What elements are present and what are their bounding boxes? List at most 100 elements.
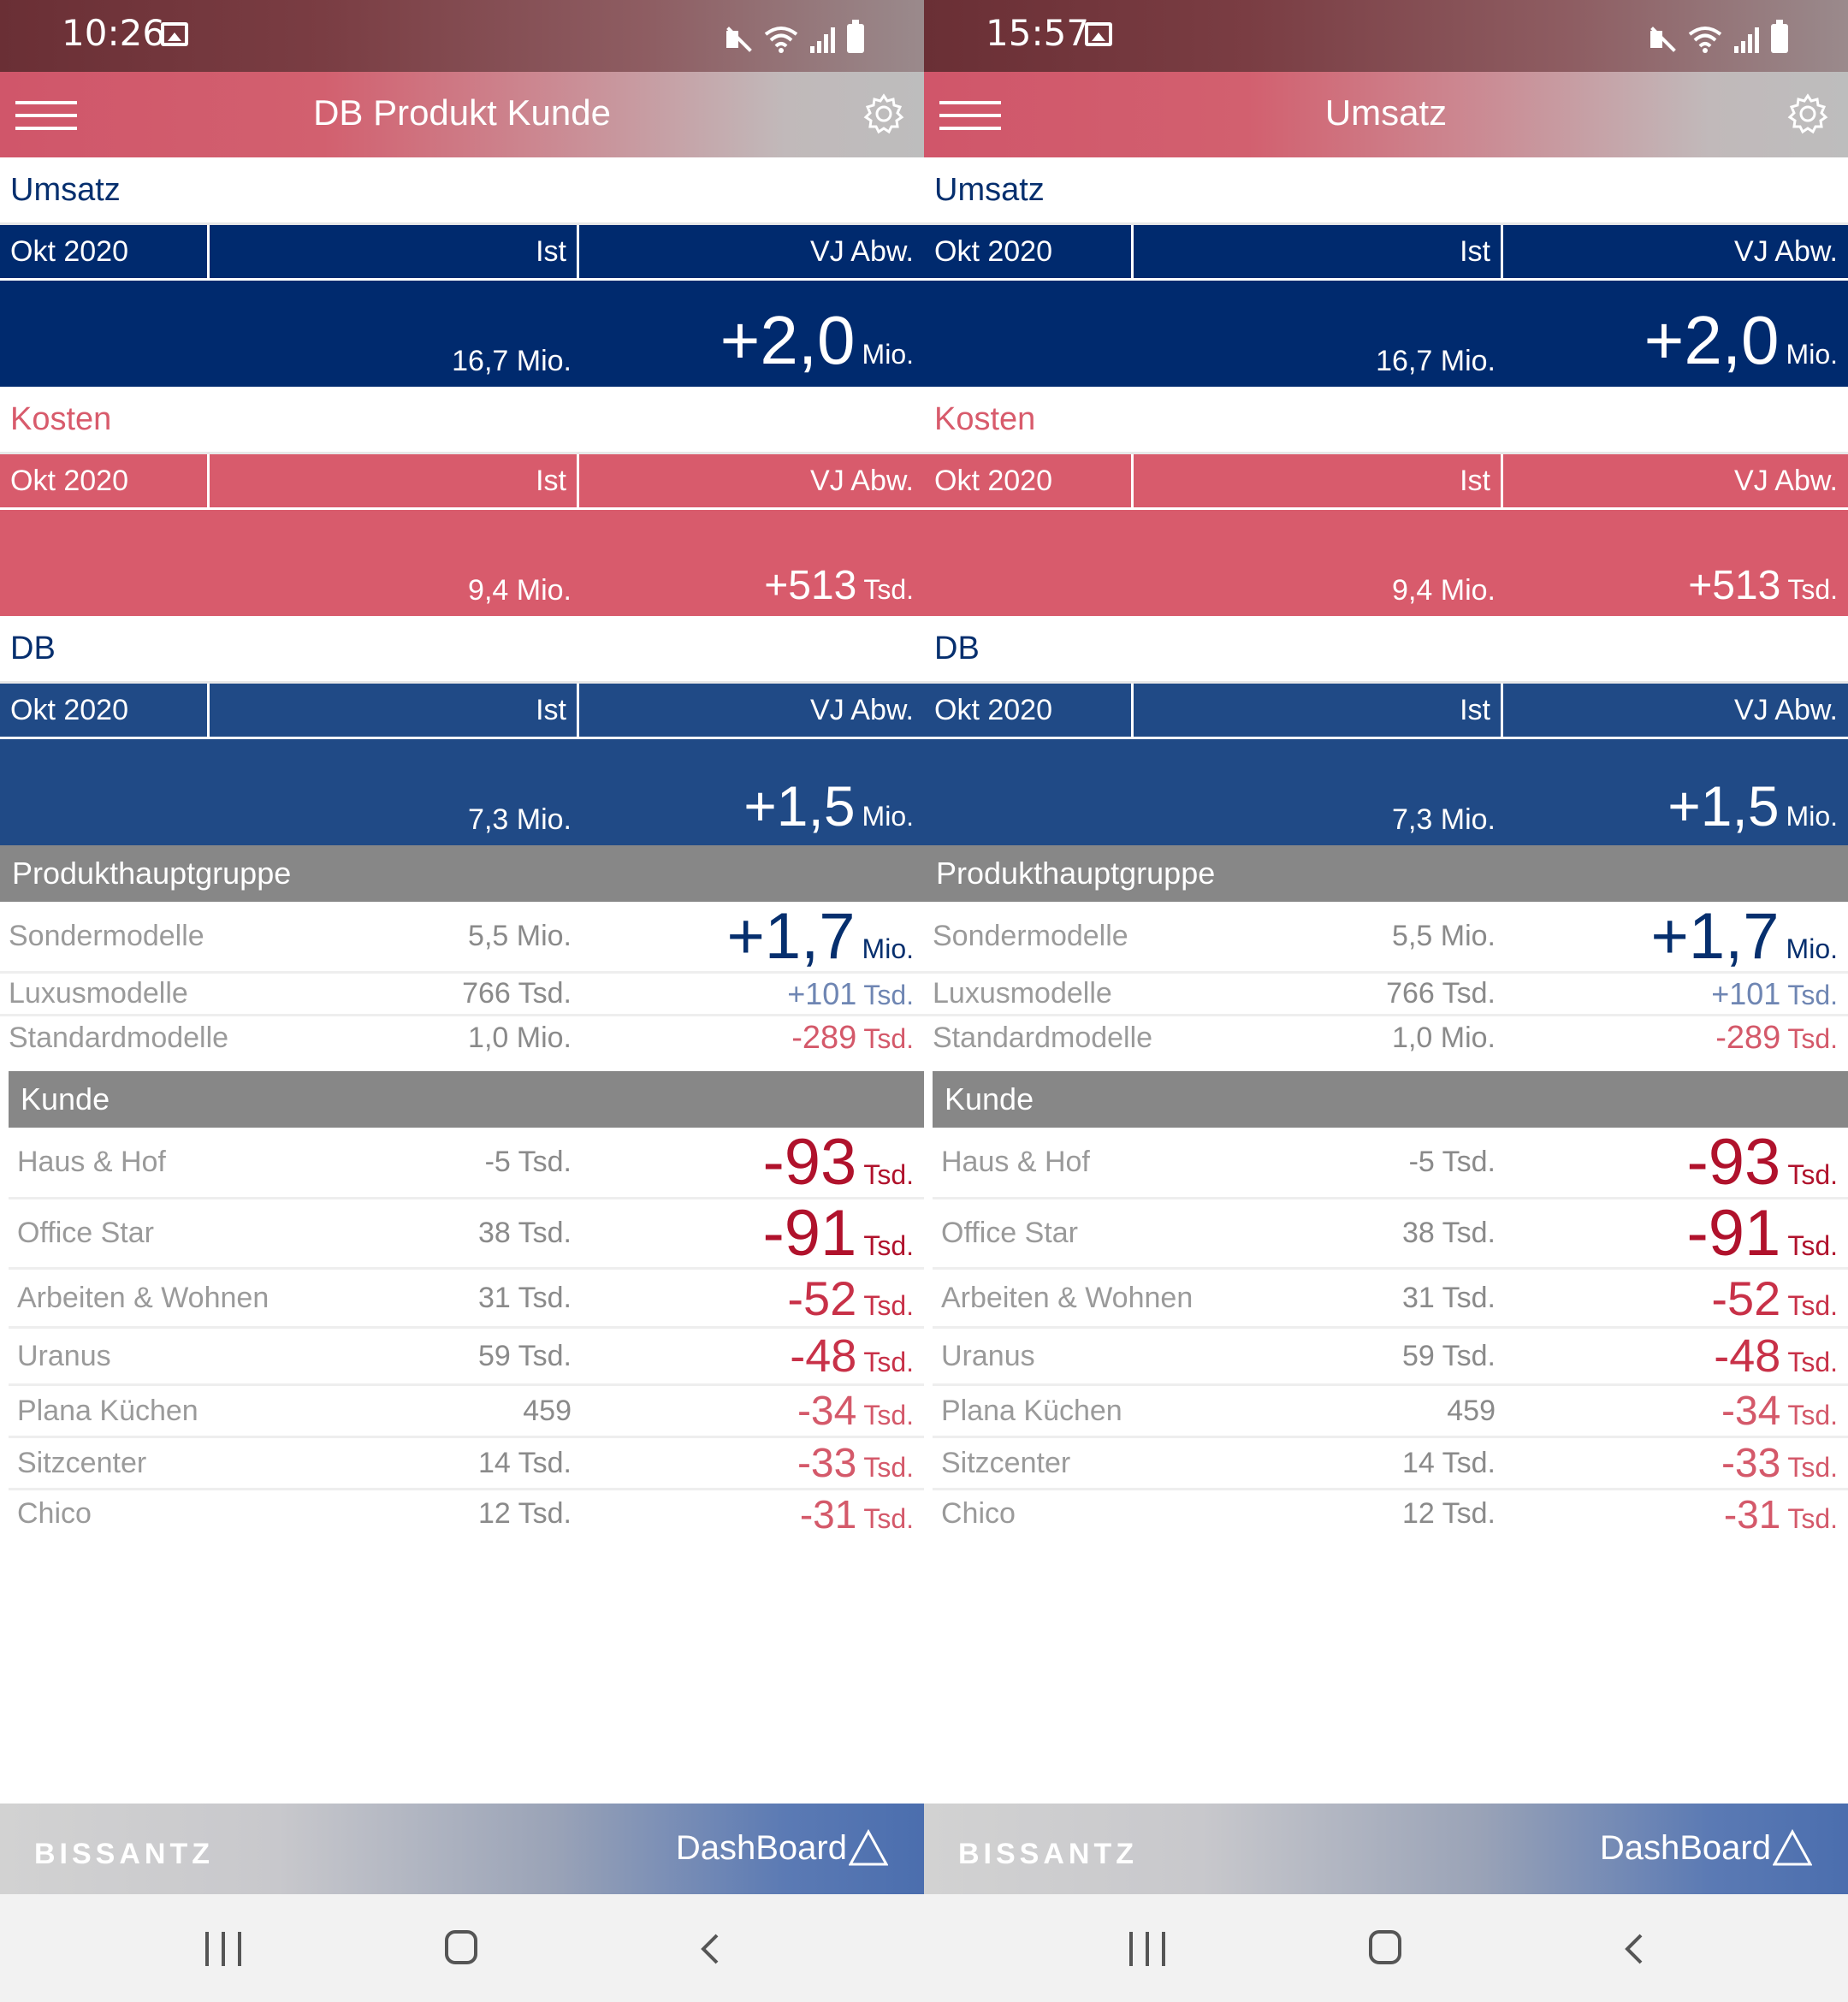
kunde-vj: -93 Tsd.	[1686, 1126, 1838, 1199]
home-icon[interactable]	[1369, 1930, 1401, 1964]
kosten-vj-value: +513 Tsd.	[764, 563, 914, 608]
kunde-section-header[interactable]: Kunde	[933, 1071, 1848, 1128]
gear-icon[interactable]	[862, 92, 905, 135]
list-item[interactable]: Luxusmodelle 766 Tsd. +101 Tsd.	[924, 971, 1848, 1014]
list-item[interactable]: Plana Küchen 459 -34 Tsd.	[9, 1383, 924, 1436]
kunde-section-header[interactable]: Kunde	[9, 1071, 924, 1128]
produkt-section-header[interactable]: Produkthauptgruppe	[924, 845, 1848, 902]
kosten-ist-value: 9,4 Mio.	[1392, 574, 1496, 607]
system-nav-bar	[0, 1894, 924, 2002]
produkt-list: Sondermodelle 5,5 Mio. +1,7 Mio. Luxusmod…	[0, 900, 924, 1059]
kosten-period: Okt 2020	[924, 454, 1134, 507]
kunde-name: Arbeiten & Wohnen	[17, 1281, 270, 1314]
db-value-row[interactable]: 7,3 Mio. +1,5 Mio.	[924, 737, 1848, 845]
list-item[interactable]: Haus & Hof -5 Tsd. -93 Tsd.	[9, 1126, 924, 1199]
list-item[interactable]: Arbeiten & Wohnen 31 Tsd. -52 Tsd.	[9, 1267, 924, 1326]
db-ist-header: Ist	[1134, 684, 1503, 737]
list-item[interactable]: Plana Küchen 459 -34 Tsd.	[933, 1383, 1848, 1436]
list-item[interactable]: Uranus 59 Tsd. -48 Tsd.	[9, 1326, 924, 1383]
produkt-vj: +1,7 Mio.	[1650, 900, 1839, 973]
signal-icon	[1734, 24, 1759, 53]
dashboard-content: Umsatz Okt 2020 Ist VJ Abw. 16,7 Mio. +2…	[924, 157, 1848, 1537]
kunde-vj: -33 Tsd.	[1721, 1440, 1838, 1486]
umsatz-ist-value: 16,7 Mio.	[452, 345, 572, 377]
list-item[interactable]: Standardmodelle 1,0 Mio. -289 Tsd.	[0, 1014, 924, 1059]
umsatz-period: Okt 2020	[924, 225, 1134, 278]
back-icon[interactable]	[1619, 1932, 1653, 1966]
app-bar: DB Produkt Kunde	[0, 72, 924, 157]
umsatz-label: Umsatz	[10, 172, 121, 208]
umsatz-value-row[interactable]: 16,7 Mio. +2,0 Mio.	[0, 278, 924, 387]
produkt-name: Standardmodelle	[933, 1021, 1153, 1054]
hamburger-icon[interactable]	[15, 101, 77, 130]
kunde-name: Plana Küchen	[941, 1394, 1122, 1427]
produkt-ist: 766 Tsd.	[462, 977, 572, 1010]
dashboard-content: Umsatz Okt 2020 Ist VJ Abw. 16,7 Mio. +2…	[0, 157, 924, 1537]
produkt-ist: 766 Tsd.	[1386, 977, 1496, 1010]
kosten-value-row[interactable]: 9,4 Mio. +513 Tsd.	[924, 507, 1848, 616]
hamburger-icon[interactable]	[939, 101, 1001, 130]
bissantz-logo: BISSANTZ	[958, 1838, 1138, 1870]
umsatz-vj-value: +2,0 Mio.	[720, 302, 914, 378]
kunde-name: Chico	[941, 1497, 1016, 1530]
kunde-vj: -48 Tsd.	[790, 1330, 914, 1382]
kunde-name: Haus & Hof	[941, 1146, 1090, 1178]
list-item[interactable]: Haus & Hof -5 Tsd. -93 Tsd.	[933, 1126, 1848, 1199]
kunde-vj: -34 Tsd.	[797, 1388, 914, 1434]
wifi-icon	[764, 27, 798, 53]
kosten-value-row[interactable]: 9,4 Mio. +513 Tsd.	[0, 507, 924, 616]
list-item[interactable]: Office Star 38 Tsd. -91 Tsd.	[933, 1197, 1848, 1270]
back-icon[interactable]	[695, 1932, 729, 1966]
list-item[interactable]: Chico 12 Tsd. -31 Tsd.	[9, 1488, 924, 1537]
kunde-ist: 14 Tsd.	[477, 1446, 572, 1479]
kosten-label: Kosten	[934, 401, 1036, 437]
db-period: Okt 2020	[0, 684, 210, 737]
list-item[interactable]: Office Star 38 Tsd. -91 Tsd.	[9, 1197, 924, 1270]
kunde-name: Sitzcenter	[17, 1446, 147, 1479]
kunde-section: Kunde Haus & Hof -5 Tsd. -93 Tsd. Office …	[933, 1071, 1848, 1537]
list-item[interactable]: Sondermodelle 5,5 Mio. +1,7 Mio.	[924, 900, 1848, 973]
db-vj-header: VJ Abw.	[1734, 694, 1838, 726]
list-item[interactable]: Sitzcenter 14 Tsd. -33 Tsd.	[933, 1436, 1848, 1488]
produkt-section-header[interactable]: Produkthauptgruppe	[0, 845, 924, 902]
home-icon[interactable]	[445, 1930, 477, 1964]
kunde-ist: 12 Tsd.	[477, 1497, 572, 1530]
kunde-ist: 14 Tsd.	[1401, 1446, 1496, 1479]
kunde-vj: -52 Tsd.	[1711, 1270, 1838, 1325]
db-header-row: Okt 2020 Ist VJ Abw.	[924, 681, 1848, 737]
db-ist-header: Ist	[210, 684, 579, 737]
produkt-vj: +1,7 Mio.	[726, 900, 915, 973]
list-item[interactable]: Luxusmodelle 766 Tsd. +101 Tsd.	[0, 971, 924, 1014]
db-ist-value: 7,3 Mio.	[468, 803, 572, 836]
recent-apps-icon[interactable]	[205, 1932, 241, 1966]
list-item[interactable]: Arbeiten & Wohnen 31 Tsd. -52 Tsd.	[933, 1267, 1848, 1326]
list-item[interactable]: Sondermodelle 5,5 Mio. +1,7 Mio.	[0, 900, 924, 973]
produkt-ist: 1,0 Mio.	[1392, 1021, 1496, 1054]
kosten-ist-header: Ist	[1134, 454, 1503, 507]
kunde-vj: -31 Tsd.	[1723, 1491, 1838, 1537]
produkt-name: Luxusmodelle	[9, 977, 188, 1010]
dashboard-triangle-icon	[1773, 1829, 1812, 1866]
umsatz-ist-header: Ist	[210, 225, 579, 278]
battery-icon	[847, 20, 864, 53]
produkt-vj: -289 Tsd.	[1715, 1019, 1838, 1056]
db-value-row[interactable]: 7,3 Mio. +1,5 Mio.	[0, 737, 924, 845]
signal-icon	[810, 24, 835, 53]
db-vj-value: +1,5 Mio.	[743, 774, 914, 838]
umsatz-period: Okt 2020	[0, 225, 210, 278]
status-time: 10:26	[62, 12, 166, 54]
produkt-name: Sondermodelle	[9, 920, 204, 952]
produkt-list: Sondermodelle 5,5 Mio. +1,7 Mio. Luxusmod…	[924, 900, 1848, 1059]
umsatz-value-row[interactable]: 16,7 Mio. +2,0 Mio.	[924, 278, 1848, 387]
umsatz-vj-value: +2,0 Mio.	[1644, 302, 1838, 378]
list-item[interactable]: Sitzcenter 14 Tsd. -33 Tsd.	[9, 1436, 924, 1488]
produkt-name: Standardmodelle	[9, 1021, 229, 1054]
battery-icon	[1771, 20, 1788, 53]
db-vj-header: VJ Abw.	[810, 694, 914, 726]
recent-apps-icon[interactable]	[1129, 1932, 1165, 1966]
gear-icon[interactable]	[1786, 92, 1829, 135]
list-item[interactable]: Chico 12 Tsd. -31 Tsd.	[933, 1488, 1848, 1537]
list-item[interactable]: Standardmodelle 1,0 Mio. -289 Tsd.	[924, 1014, 1848, 1059]
kunde-name: Sitzcenter	[941, 1446, 1071, 1479]
list-item[interactable]: Uranus 59 Tsd. -48 Tsd.	[933, 1326, 1848, 1383]
